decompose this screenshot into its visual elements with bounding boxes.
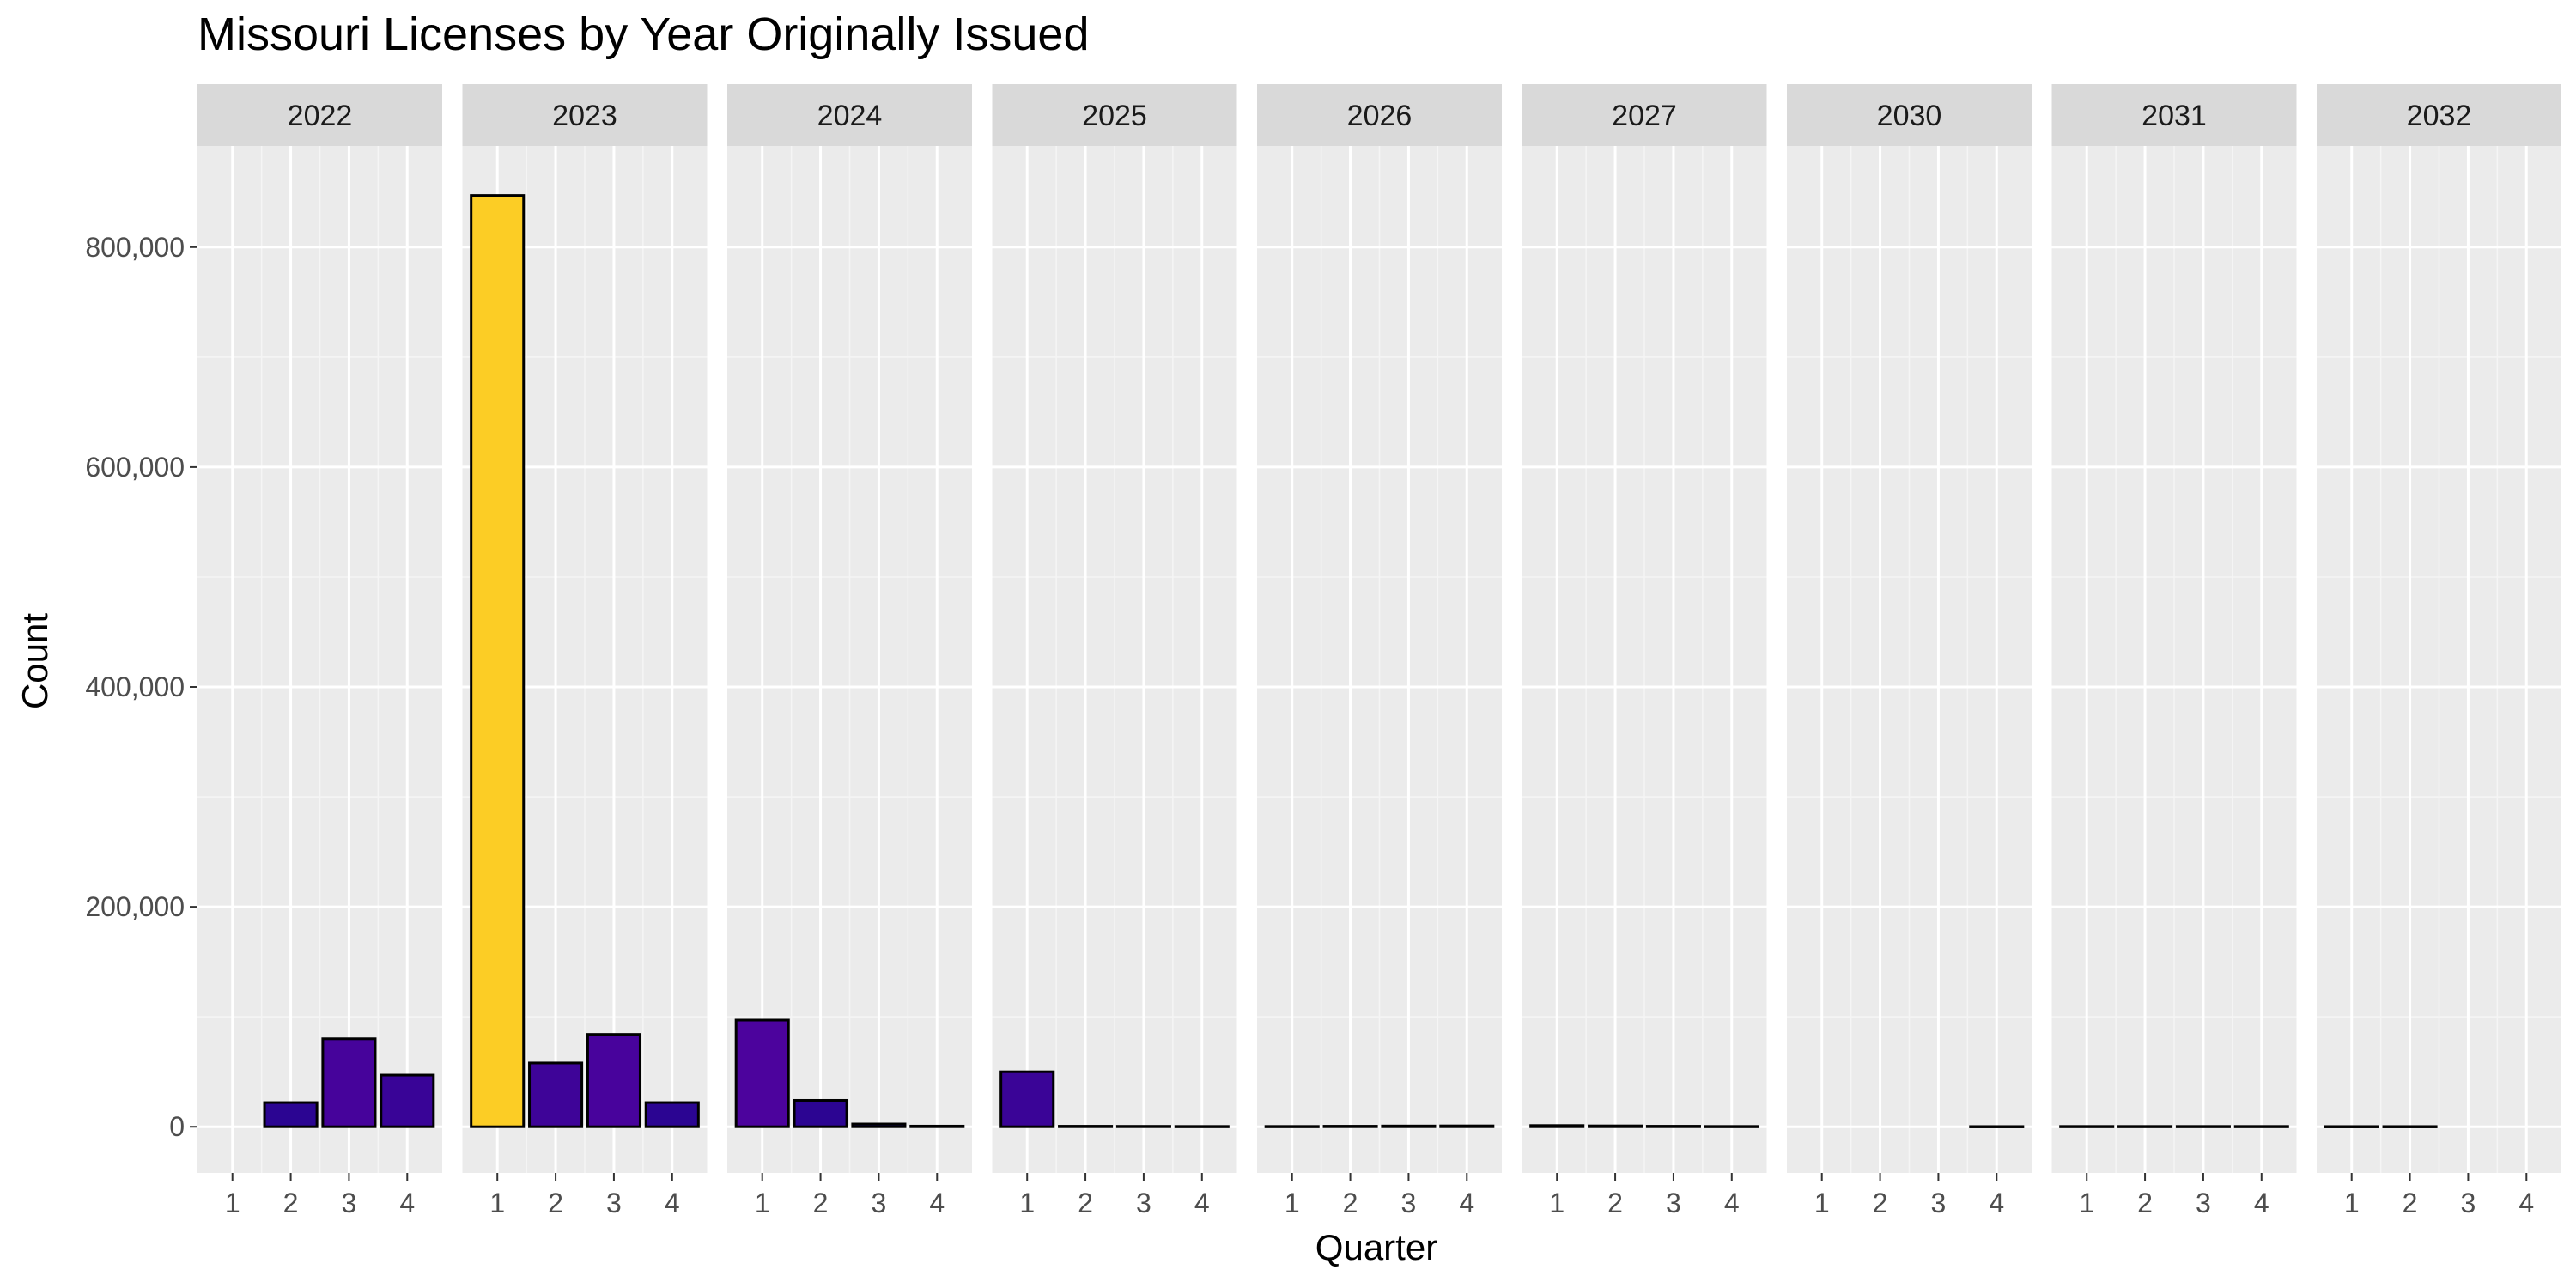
bar — [321, 1037, 377, 1128]
x-tick-label: 1 — [1019, 1188, 1035, 1218]
y-tick-label: 0 — [169, 1111, 185, 1142]
facet-panel: 2024 1 2 3 4 — [727, 84, 972, 1218]
x-tick-label: 2 — [548, 1188, 563, 1218]
x-tick-label: 1 — [755, 1188, 770, 1218]
facet-strip — [462, 84, 708, 146]
facet-panel: 2032 1 2 3 4 — [2317, 84, 2561, 1218]
facet-strip — [1522, 84, 1767, 146]
facet-strip-label: 2024 — [817, 100, 883, 132]
facet-strip — [1787, 84, 2032, 146]
bar — [909, 1124, 965, 1128]
bar — [1439, 1124, 1495, 1128]
y-tick-label: 200,000 — [85, 891, 185, 922]
x-tick-label: 2 — [283, 1188, 299, 1218]
facet-strip — [992, 84, 1237, 146]
facet-strip — [197, 84, 442, 146]
x-tick-label: 3 — [2196, 1188, 2211, 1218]
facet-panel: 2022 1 2 3 4 — [197, 84, 442, 1218]
x-tick-label: 3 — [1666, 1188, 1681, 1218]
bar — [851, 1122, 907, 1128]
bar — [263, 1101, 319, 1128]
facet-panel: 2025 1 2 3 4 — [992, 84, 1237, 1218]
x-tick-label: 4 — [2254, 1188, 2269, 1218]
x-tick-label: 1 — [2344, 1188, 2360, 1218]
x-tick-label: 1 — [489, 1188, 505, 1218]
bar — [644, 1101, 700, 1128]
x-tick-label: 4 — [1989, 1188, 2004, 1218]
x-tick-label: 2 — [1078, 1188, 1093, 1218]
x-tick-label: 1 — [1285, 1188, 1300, 1218]
x-tick-label: 4 — [665, 1188, 680, 1218]
x-tick-label: 1 — [225, 1188, 240, 1218]
facet-strip-label: 2026 — [1347, 100, 1413, 132]
y-axis-title: Count — [15, 613, 55, 709]
facet-strip — [2317, 84, 2561, 146]
x-tick-label: 4 — [1459, 1188, 1474, 1218]
facet-panel: 2031 1 2 3 4 — [2051, 84, 2297, 1218]
x-tick-label: 2 — [2403, 1188, 2418, 1218]
x-tick-label: 3 — [1401, 1188, 1417, 1218]
chart-title: Missouri Licenses by Year Originally Iss… — [197, 9, 1090, 60]
x-tick-label: 4 — [1194, 1188, 1210, 1218]
x-tick-label: 1 — [1549, 1188, 1564, 1218]
bar — [999, 1070, 1055, 1128]
bar — [586, 1033, 641, 1128]
x-tick-label: 2 — [1873, 1188, 1888, 1218]
bar — [528, 1061, 584, 1128]
x-tick-label: 2 — [1343, 1188, 1358, 1218]
bar — [1381, 1124, 1437, 1128]
facet-strip-label: 2030 — [1877, 100, 1942, 132]
facet-strip-label: 2022 — [288, 100, 353, 132]
x-tick-label: 4 — [1724, 1188, 1740, 1218]
facet-panel: 2027 1 2 3 4 — [1522, 84, 1767, 1218]
x-tick-label: 2 — [1607, 1188, 1623, 1218]
facet-strip-label: 2032 — [2407, 100, 2472, 132]
facet-panel: 2023 1 2 3 4 — [462, 84, 708, 1218]
facet-strip-label: 2023 — [552, 100, 617, 132]
facet-strip-label: 2025 — [1082, 100, 1147, 132]
facet-strip-label: 2031 — [2142, 100, 2207, 132]
facet-strip — [727, 84, 972, 146]
facet-strip-label: 2027 — [1612, 100, 1677, 132]
facet-panel: 2026 1 2 3 4 — [1257, 84, 1502, 1218]
bar — [1588, 1124, 1643, 1128]
x-tick-label: 1 — [2079, 1188, 2094, 1218]
y-tick-label: 400,000 — [85, 671, 185, 702]
y-axis: 0 200,000 400,000 600,000 800,000 — [85, 232, 197, 1142]
x-tick-label: 2 — [813, 1188, 829, 1218]
bar — [380, 1073, 435, 1128]
x-tick-label: 1 — [1814, 1188, 1830, 1218]
bar — [470, 194, 526, 1128]
x-tick-label: 3 — [872, 1188, 887, 1218]
x-tick-label: 4 — [2518, 1188, 2534, 1218]
x-tick-label: 3 — [1931, 1188, 1947, 1218]
facet-strip — [1257, 84, 1502, 146]
facets: 2022 1 2 3 4 2023 1 2 3 4 2024 1 2 3 4 2025 1 2 3 4 2026 1 2 3 4… — [197, 84, 2561, 1218]
x-tick-label: 4 — [929, 1188, 945, 1218]
x-tick-label: 3 — [606, 1188, 622, 1218]
x-tick-label: 2 — [2137, 1188, 2153, 1218]
bar — [734, 1018, 790, 1128]
y-tick-label: 600,000 — [85, 452, 185, 483]
x-axis-title: Quarter — [1315, 1227, 1437, 1267]
bar — [793, 1098, 848, 1128]
x-tick-label: 3 — [342, 1188, 357, 1218]
facet-panel: 2030 1 2 3 4 — [1787, 84, 2032, 1218]
bar — [1529, 1124, 1585, 1128]
x-tick-label: 3 — [1136, 1188, 1151, 1218]
x-tick-label: 4 — [399, 1188, 415, 1218]
facet-strip — [2051, 84, 2297, 146]
y-tick-label: 800,000 — [85, 232, 185, 263]
x-tick-label: 3 — [2461, 1188, 2476, 1218]
